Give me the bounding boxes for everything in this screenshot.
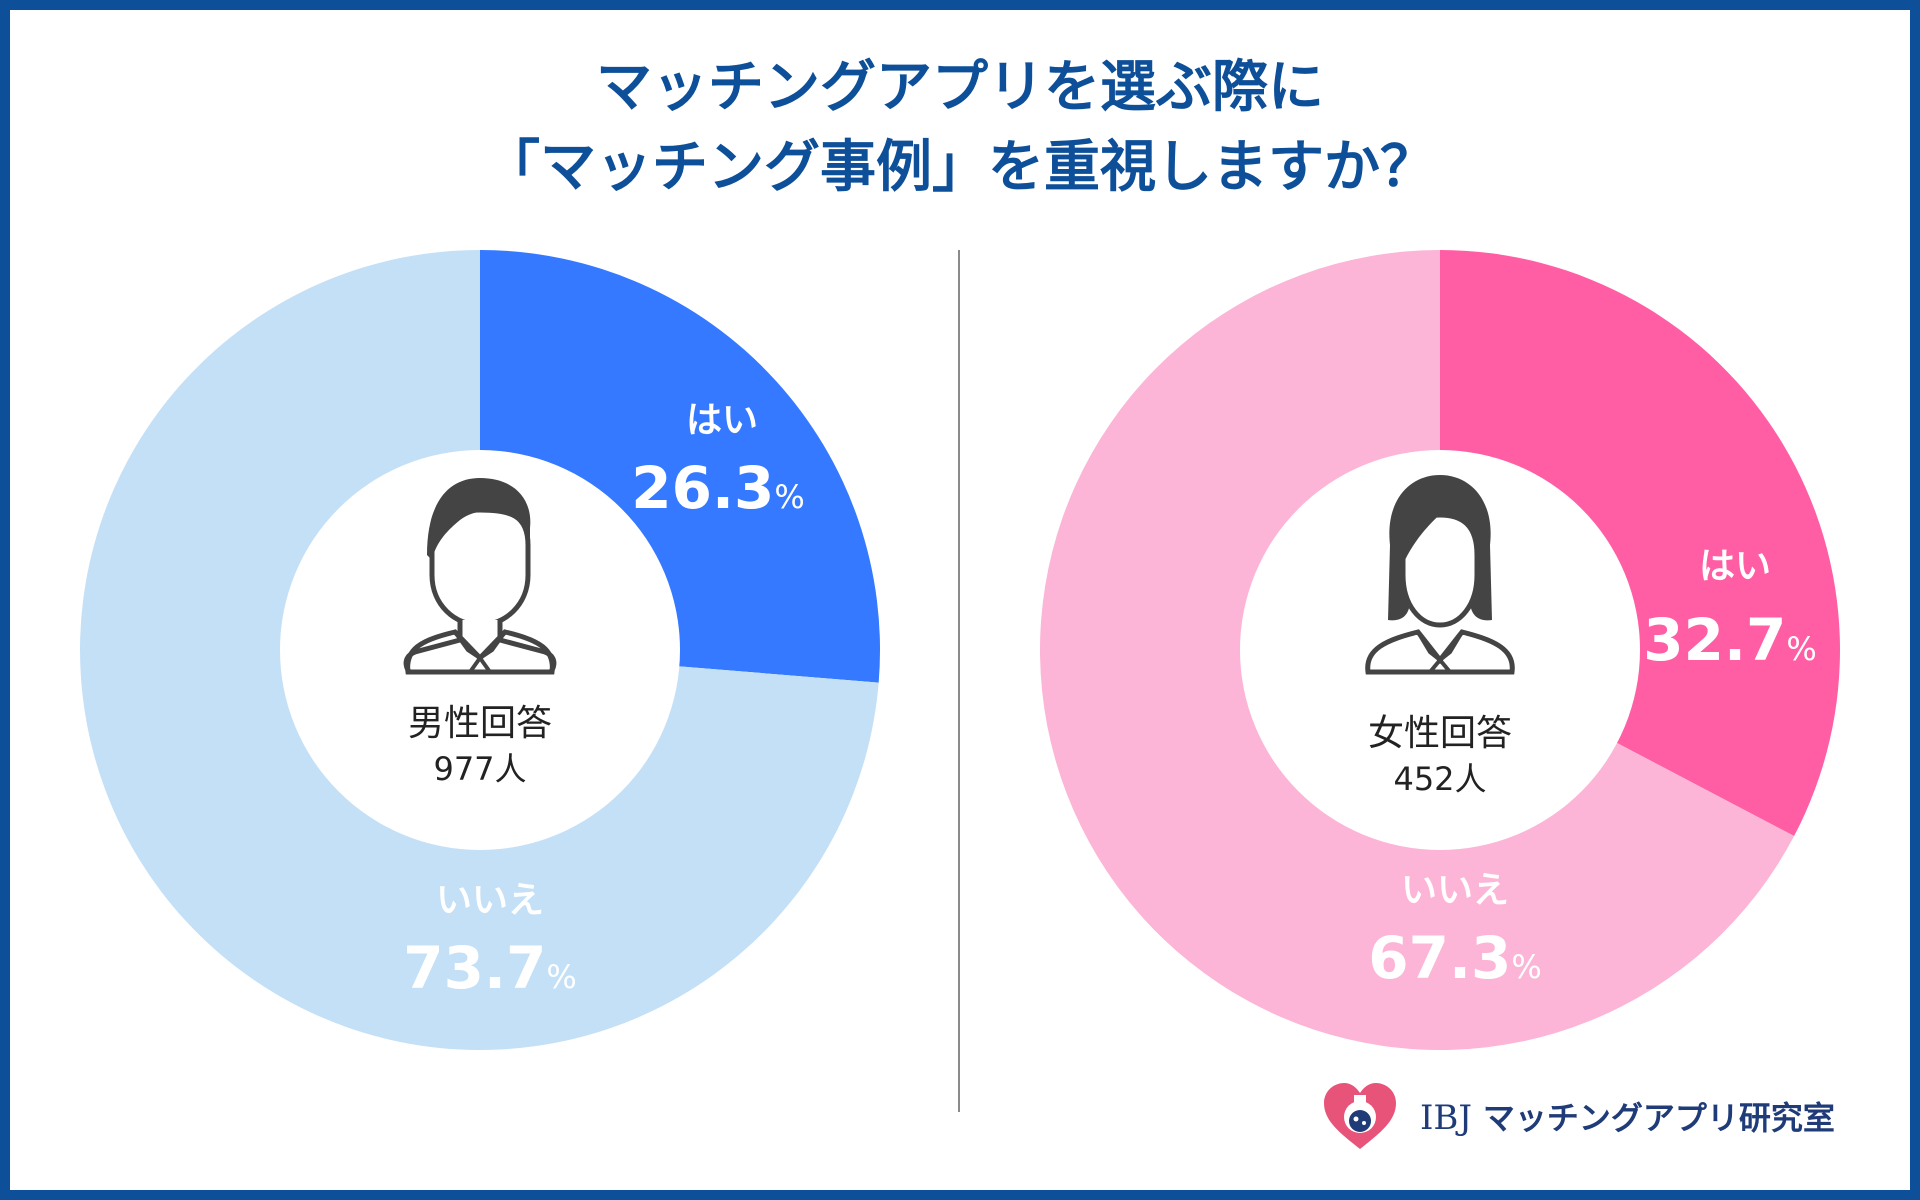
male-no-label: いいえ (436, 880, 544, 921)
male-person-icon (403, 478, 557, 675)
brand-name: IBJ マッチングアプリ研究室 (1420, 1093, 1835, 1139)
female-no-label: いいえ (1401, 870, 1509, 911)
brand-logo: IBJ マッチングアプリ研究室 (1320, 1075, 1880, 1155)
chart-title: マッチングアプリを選ぶ際に 「マッチング事例」を重視しますか？ (0, 48, 1920, 208)
title-line-1: マッチングアプリを選ぶ際に (596, 55, 1324, 120)
male-yes-percent: 26.3% (631, 454, 805, 522)
male-slice-0-value: 26.3 (631, 454, 774, 522)
male-slice-1-value: 73.7 (403, 934, 546, 1002)
female-slice-0-value: 32.7 (1643, 606, 1786, 674)
female-slice-1-unit: % (1511, 948, 1541, 986)
female-group-label: 女性回答 (1368, 713, 1512, 754)
female-slice-1-value: 67.3 (1368, 924, 1511, 992)
heart-flask-icon (1324, 1083, 1396, 1149)
female-yes-label: はい (1699, 546, 1771, 587)
male-group-label: 男性回答 (408, 703, 552, 744)
female-slice-0-unit: % (1786, 630, 1816, 668)
female-donut-chart: 女性回答 452人 はい 32.7% いいえ 67.3% (1039, 250, 1840, 1050)
male-donut-chart: 男性回答 977人 はい 26.3% いいえ 73.7% (80, 249, 881, 1050)
female-person-icon (1365, 475, 1515, 675)
female-respondents: 452人 (1393, 760, 1486, 798)
male-slice-1-unit: % (546, 958, 576, 996)
female-no-percent: 67.3% (1368, 924, 1542, 992)
female-donut-hole (1240, 450, 1640, 850)
brand-japanese: マッチングアプリ研究室 (1482, 1099, 1835, 1137)
male-respondents: 977人 (433, 750, 526, 788)
male-yes-label: はい (686, 400, 758, 441)
male-slice-0-unit: % (774, 478, 804, 516)
divider (958, 250, 960, 1112)
title-line-2: 「マッチング事例」を重視しますか？ (484, 135, 1436, 200)
male-no-percent: 73.7% (403, 934, 577, 1002)
female-yes-percent: 32.7% (1643, 606, 1817, 674)
brand-latin: IBJ (1420, 1098, 1473, 1138)
